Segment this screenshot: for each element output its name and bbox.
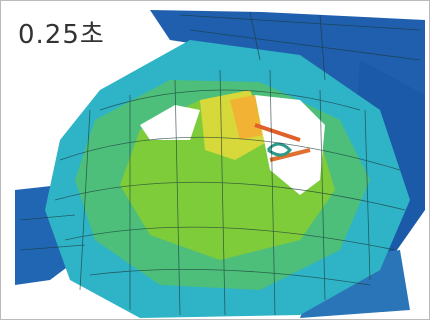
hole-left — [140, 105, 200, 140]
mesh — [19, 11, 421, 316]
part-orange — [254, 123, 301, 142]
part-teal — [266, 142, 293, 157]
time-label: 0.25초 — [18, 20, 105, 50]
part-orange-2 — [269, 148, 311, 162]
panel-top-right — [150, 10, 425, 165]
hot-core — [230, 95, 262, 140]
